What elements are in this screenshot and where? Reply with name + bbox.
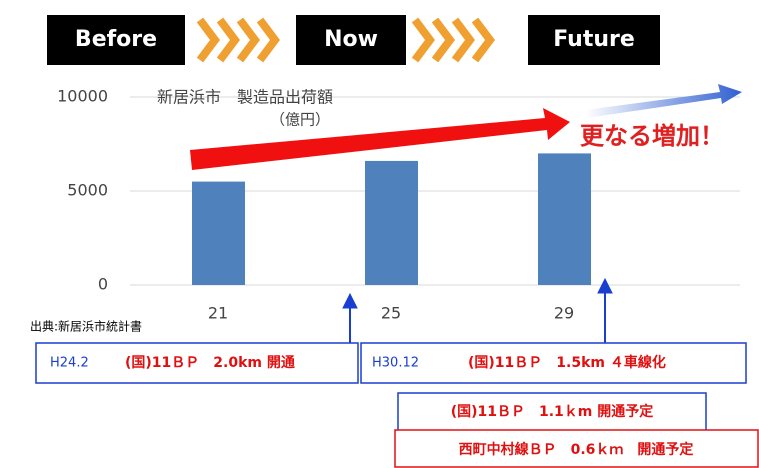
event-box — [394, 429, 759, 468]
y-tick-label: 10000 — [57, 87, 108, 106]
chevrons — [196, 17, 495, 63]
source-note: 出典:新居浜市統計書 — [30, 319, 142, 334]
stage-box — [528, 15, 660, 65]
plot: 0 5000 10000 21 25 29 — [57, 87, 740, 323]
event-text: (国)11ＢＰ 1.1ｋm 開通予定 — [451, 403, 654, 420]
bar — [192, 181, 245, 285]
chart-subtitle: （億円） — [270, 111, 330, 129]
event-text: (国)11ＢＰ 2.0km 開通 — [125, 355, 295, 371]
stage-label: Now — [324, 27, 378, 52]
chart-title: 新居浜市 製造品出荷額 — [157, 88, 333, 107]
bar — [538, 153, 591, 285]
event-date: H24.2 — [50, 356, 89, 371]
event-text: (国)11ＢＰ 1.5km ４車線化 — [468, 354, 666, 371]
bar — [365, 160, 418, 285]
y-tick-label: 0 — [98, 275, 108, 294]
y-tick-label: 5000 — [67, 181, 108, 200]
pointer-arrow — [342, 277, 613, 343]
event-box — [397, 392, 707, 434]
stage-box — [47, 15, 185, 65]
trend-arrow — [190, 108, 570, 170]
x-tick-label: 25 — [381, 304, 401, 323]
event-box — [35, 342, 359, 384]
trend-arrow — [585, 84, 742, 118]
stage-label: Before — [75, 27, 157, 52]
event-text: 西町中村線ＢＰ 0.6ｋｍ 開通予定 — [459, 441, 694, 458]
stage-label: Future — [553, 27, 635, 52]
event-box — [360, 342, 747, 384]
annotation: 更なる増加！ — [580, 122, 724, 150]
stage-box — [296, 15, 406, 65]
event-date: H30.12 — [372, 356, 419, 371]
x-tick-label: 21 — [208, 304, 228, 323]
x-tick-label: 29 — [554, 304, 574, 323]
